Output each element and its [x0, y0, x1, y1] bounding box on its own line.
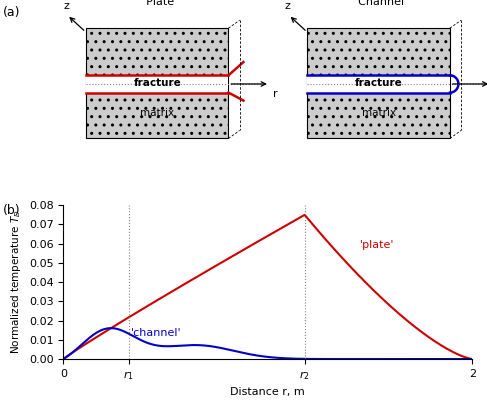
Text: fracture: fracture [355, 78, 402, 88]
FancyBboxPatch shape [86, 75, 228, 93]
FancyBboxPatch shape [307, 28, 450, 138]
Text: 'channel': 'channel' [131, 328, 182, 338]
Text: z: z [285, 1, 291, 11]
Text: matrix: matrix [140, 108, 174, 118]
X-axis label: Distance r, m: Distance r, m [230, 387, 305, 397]
Text: (a): (a) [2, 6, 20, 19]
Text: (b): (b) [2, 204, 20, 217]
Text: matrix: matrix [361, 108, 395, 118]
Y-axis label: Normalized temperature $T_D$: Normalized temperature $T_D$ [9, 210, 23, 355]
FancyBboxPatch shape [86, 28, 228, 138]
FancyBboxPatch shape [307, 75, 450, 93]
Text: fracture: fracture [133, 78, 181, 88]
Text: 'Channel': 'Channel' [356, 0, 409, 7]
Text: r: r [274, 89, 278, 99]
Text: 'plate': 'plate' [360, 239, 394, 250]
Text: z: z [63, 1, 69, 11]
Text: 'Plate': 'Plate' [144, 0, 178, 7]
